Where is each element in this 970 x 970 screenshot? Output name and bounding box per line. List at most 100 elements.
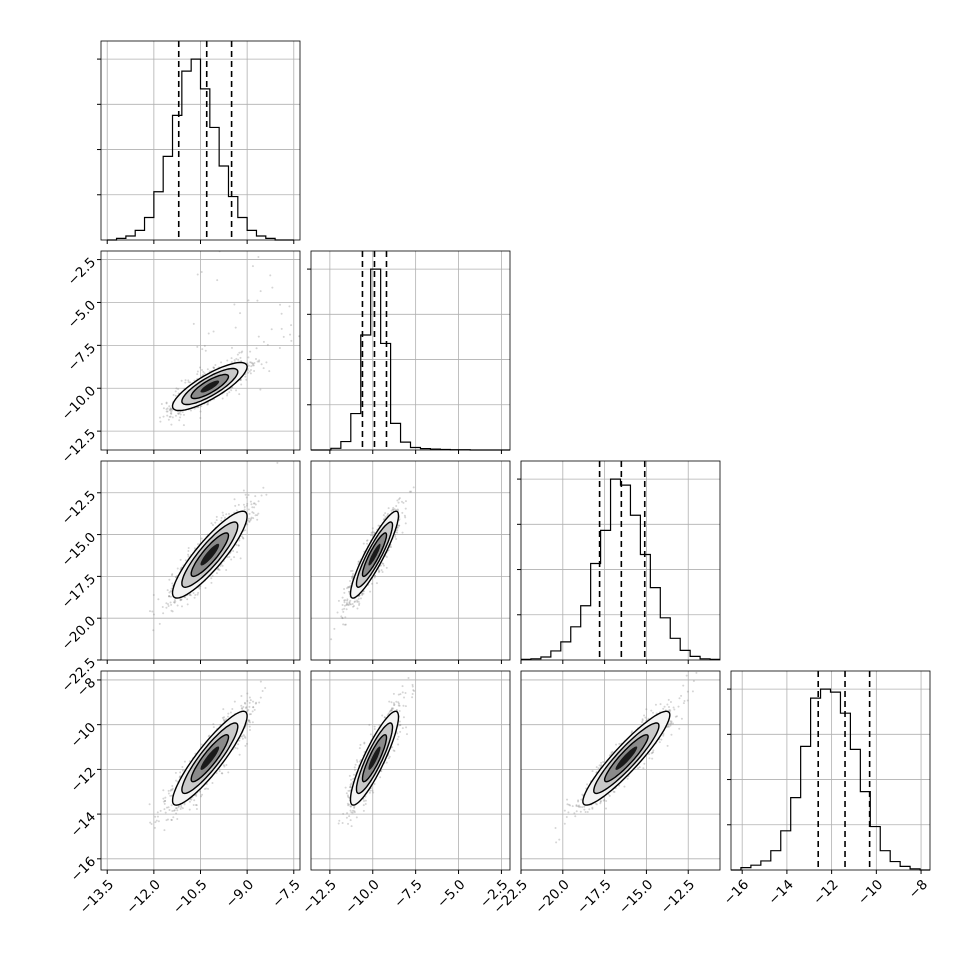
scatter-point	[256, 360, 259, 363]
scatter-point	[238, 539, 241, 542]
scatter-point	[249, 350, 252, 353]
scatter-point	[248, 720, 251, 723]
scatter-point	[410, 490, 413, 493]
scatter-point	[199, 585, 202, 588]
scatter-point	[168, 591, 171, 594]
scatter-point	[206, 403, 209, 406]
scatter-point	[262, 340, 265, 343]
scatter-point	[186, 598, 189, 601]
scatter-point	[345, 608, 348, 611]
scatter-point	[343, 599, 346, 602]
scatter-point	[193, 596, 196, 599]
scatter-point	[168, 595, 171, 598]
scatter-point	[398, 497, 401, 500]
scatter-point	[371, 582, 374, 585]
scatter-point	[179, 413, 182, 416]
scatter-point	[330, 638, 333, 641]
scatter-point	[196, 593, 199, 596]
scatter-point	[371, 534, 374, 537]
scatter-point	[380, 569, 383, 572]
scatter-point	[337, 599, 340, 602]
scatter-point	[351, 572, 354, 575]
scatter-point	[180, 605, 183, 608]
scatter-point	[236, 551, 239, 554]
scatter-point	[373, 574, 376, 577]
scatter-point	[181, 411, 184, 414]
scatter-point	[227, 715, 230, 718]
scatter-point	[154, 821, 157, 824]
scatter-point	[342, 610, 345, 613]
scatter-point	[204, 349, 207, 352]
scatter-point	[189, 381, 192, 384]
scatter-point	[251, 265, 254, 268]
scatter-point	[235, 389, 238, 392]
scatter-point	[168, 809, 171, 812]
scatter-point	[239, 312, 242, 315]
scatter-point	[177, 388, 180, 391]
scatter-point	[162, 800, 165, 803]
scatter-point	[280, 312, 283, 315]
scatter-point	[257, 255, 260, 258]
scatter-point	[199, 366, 202, 369]
scatter-point	[167, 806, 170, 809]
scatter-point	[235, 543, 238, 546]
scatter-point	[395, 538, 398, 541]
scatter-point	[211, 523, 214, 526]
scatter-point	[289, 333, 292, 336]
scatter-point	[184, 596, 187, 599]
scatter-point	[176, 604, 179, 607]
scatter-point	[361, 236, 363, 238]
scatter-point	[234, 504, 237, 507]
scatter-point	[170, 412, 173, 415]
scatter-point	[173, 601, 176, 604]
scatter-point	[165, 408, 168, 411]
scatter-point	[382, 564, 385, 567]
scatter-point	[347, 604, 350, 607]
scatter-point	[290, 339, 293, 342]
scatter-point	[215, 515, 218, 518]
scatter-point	[200, 537, 203, 540]
scatter-point	[157, 598, 160, 601]
scatter-point	[398, 524, 401, 527]
scatter-point	[207, 403, 210, 406]
scatter-point	[170, 408, 173, 411]
scatter-point	[174, 600, 177, 603]
scatter-point	[345, 601, 348, 604]
scatter-point	[170, 818, 173, 821]
scatter-point	[377, 571, 380, 574]
scatter-point	[221, 397, 224, 400]
scatter-point	[257, 512, 260, 515]
scatter-point	[234, 326, 237, 329]
scatter-point	[235, 357, 238, 360]
scatter-point	[159, 809, 162, 812]
scatter-point	[162, 612, 165, 615]
scatter-point	[180, 598, 183, 601]
scatter-point	[396, 499, 399, 502]
scatter-point	[255, 358, 258, 361]
scatter-point	[239, 379, 242, 382]
grid-1-1	[311, 251, 510, 450]
scatter-point	[397, 524, 400, 527]
scatter-point	[259, 680, 262, 683]
scatter-point	[199, 417, 202, 420]
scatter-point	[170, 788, 173, 791]
scatter-point	[243, 505, 246, 508]
scatter-point	[225, 718, 228, 721]
scatter-point	[394, 533, 397, 536]
scatter-point	[237, 358, 240, 361]
scatter-point	[244, 493, 247, 496]
scatter-point	[210, 522, 213, 525]
scatter-point	[248, 696, 251, 699]
scatter-point	[246, 362, 249, 365]
scatter-point	[280, 327, 283, 330]
scatter-point	[325, 204, 327, 206]
histogram-step-3	[731, 688, 930, 871]
scatter-point	[247, 719, 250, 722]
scatter-point	[180, 379, 183, 382]
scatter-point	[242, 489, 245, 492]
scatter-point	[371, 531, 374, 534]
scatter-point	[166, 414, 169, 417]
scatter-point	[168, 415, 171, 418]
density-fill	[200, 543, 220, 566]
scatter-point	[392, 506, 395, 509]
